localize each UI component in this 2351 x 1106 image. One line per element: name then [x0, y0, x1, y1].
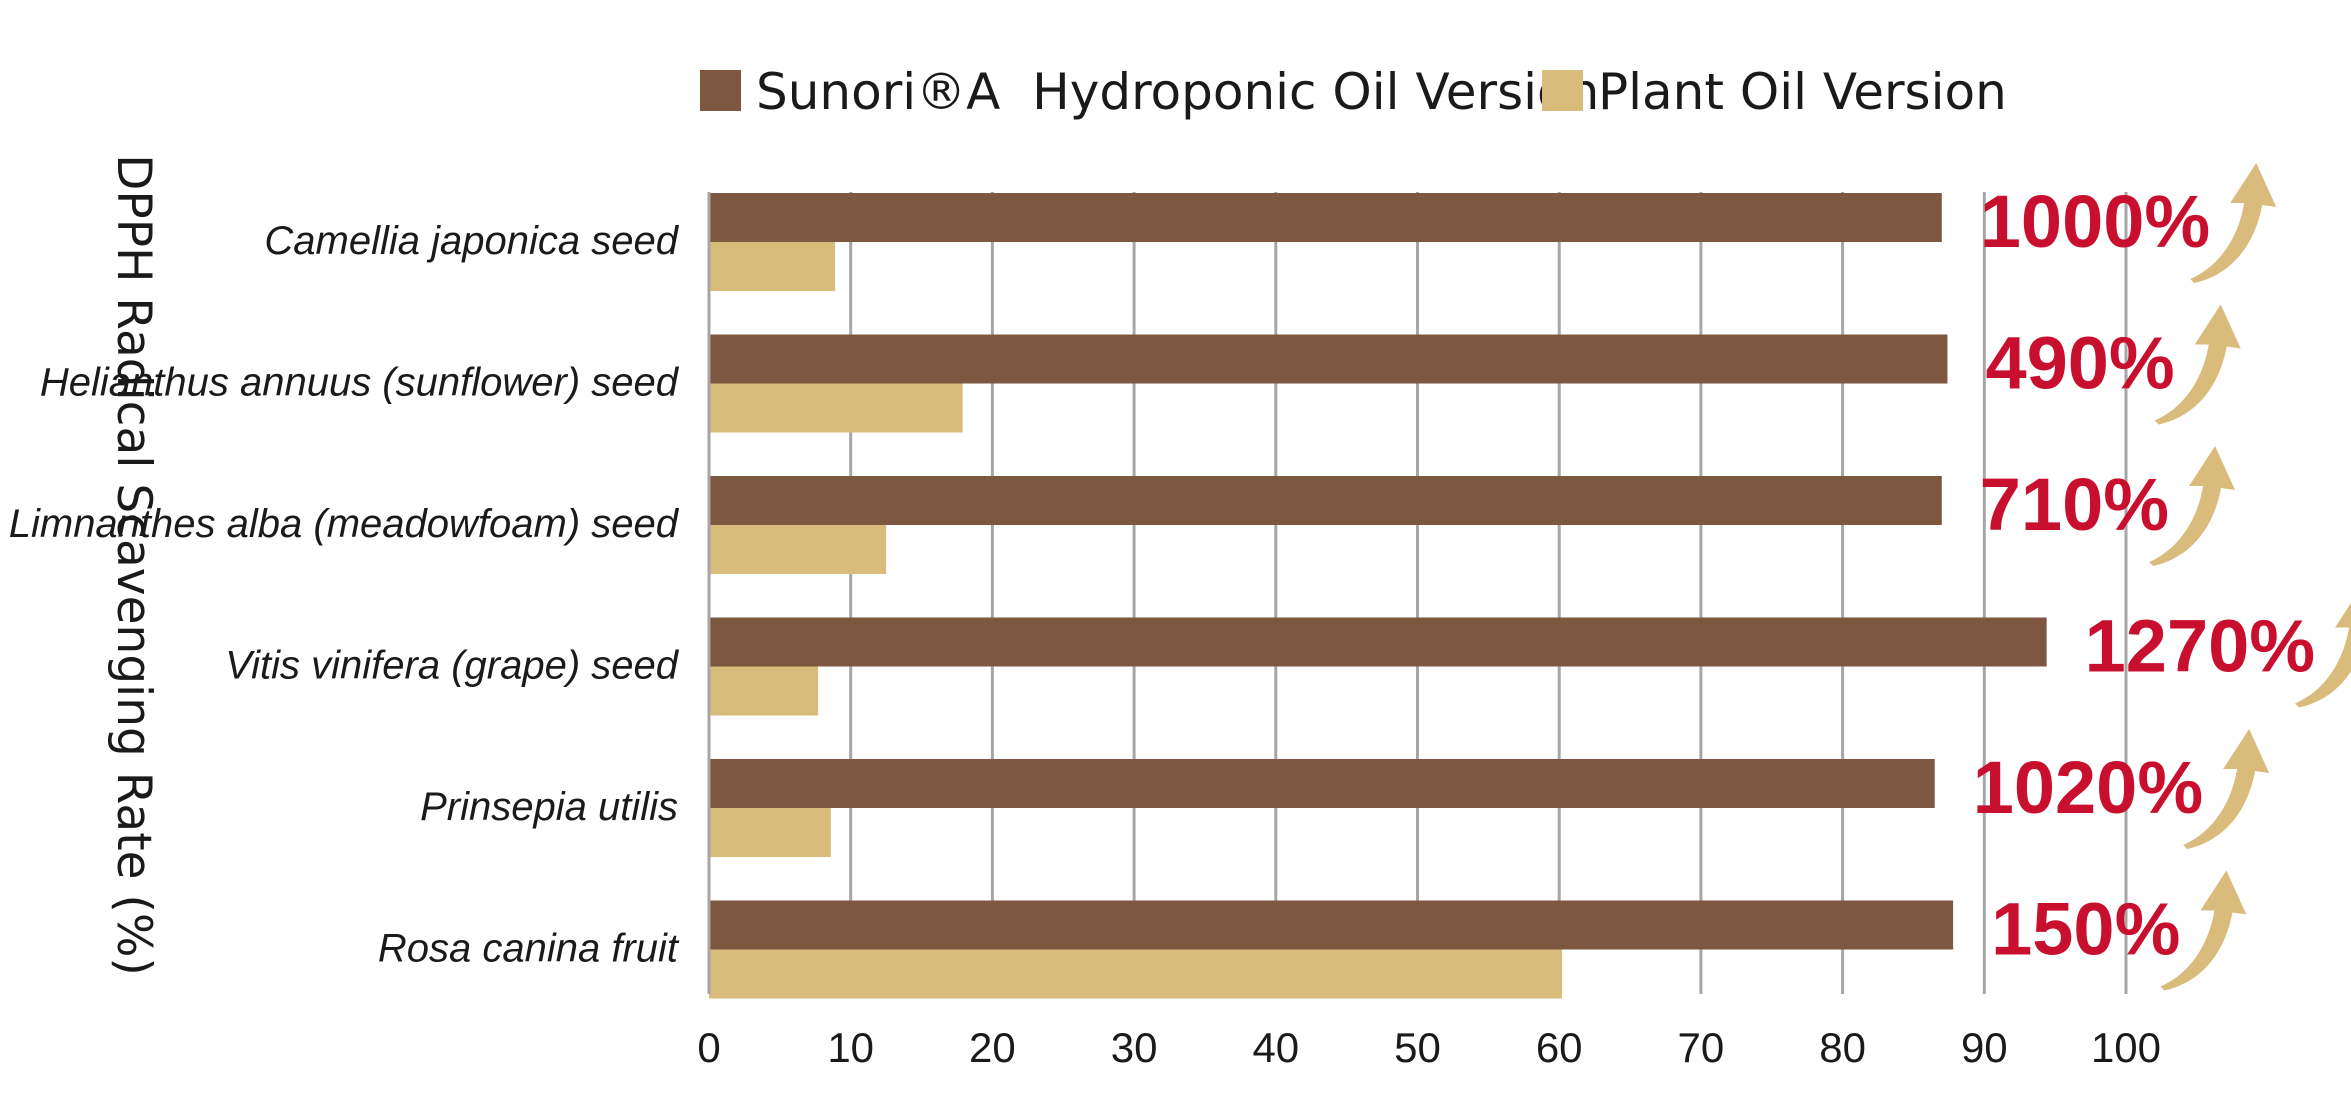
percentage-label: 1270%: [2085, 605, 2315, 688]
legend-label-plant: Plant Oil Version: [1598, 63, 2007, 121]
legend-swatch-plant: [1542, 70, 1583, 111]
x-tick-label: 10: [827, 1024, 874, 1071]
legend: Sunori®A Hydroponic Oil Version Plant Oi…: [700, 63, 2007, 121]
percentage-label: 490%: [1985, 322, 2174, 405]
bar-plant-oil: [709, 383, 963, 433]
x-tick-labels: 0 10 20 30 40 50 60 70 80 90 100: [697, 1024, 2161, 1071]
x-tick-label: 50: [1394, 1024, 1441, 1071]
percentage-label: 150%: [1991, 888, 2180, 971]
y-axis-title: DPPH Radical Scavenging Rate (%): [106, 154, 161, 976]
legend-label-hydroponic: Sunori®A Hydroponic Oil Version: [756, 63, 1599, 121]
category-label: Helianthus annuus (sunflower) seed: [40, 361, 680, 405]
curved-up-arrow-icon: [2154, 304, 2241, 425]
percentage-annotations: 1000% 490% 710% 1270% 1020% 150%: [1973, 163, 2351, 991]
x-tick-label: 20: [969, 1024, 1016, 1071]
percentage-label: 1000%: [1980, 180, 2210, 263]
category-label: Limnanthes alba (meadowfoam) seed: [9, 502, 680, 546]
category-labels: Camellia japonica seed Helianthus annuus …: [9, 219, 680, 971]
x-tick-label: 40: [1252, 1024, 1299, 1071]
category-label: Camellia japonica seed: [264, 219, 679, 263]
bar-plant-oil: [709, 525, 887, 574]
bar-hydroponic: [709, 476, 1942, 525]
category-label: Prinsepia utilis: [420, 785, 678, 829]
bar-hydroponic: [709, 617, 2047, 667]
bar-plant-oil: [709, 949, 1563, 999]
x-tick-label: 30: [1111, 1024, 1158, 1071]
bar-hydroponic: [709, 334, 1948, 384]
curved-up-arrow-icon: [2183, 729, 2270, 849]
x-tick-label: 90: [1961, 1024, 2008, 1071]
legend-swatch-hydroponic: [700, 70, 741, 111]
category-label: Vitis vinifera (grape) seed: [225, 644, 680, 688]
curved-up-arrow-icon: [2160, 870, 2247, 991]
x-tick-label: 80: [1819, 1024, 1866, 1071]
bar-plant-oil: [709, 666, 819, 716]
bar-plant-oil: [709, 242, 836, 291]
bar-hydroponic: [709, 193, 1942, 242]
x-tick-label: 0: [697, 1024, 720, 1071]
x-tick-label: 60: [1536, 1024, 1583, 1071]
percentage-label: 710%: [1980, 463, 2169, 546]
curved-up-arrow-icon: [2295, 602, 2351, 708]
bar-hydroponic: [709, 759, 1935, 808]
bar-plant-oil: [709, 808, 831, 857]
curved-up-arrow-icon: [2190, 163, 2277, 283]
percentage-label: 1020%: [1973, 746, 2203, 829]
x-tick-label: 70: [1678, 1024, 1725, 1071]
bars: [709, 193, 2047, 999]
category-label: Rosa canina fruit: [378, 927, 680, 971]
x-tick-label: 100: [2091, 1024, 2161, 1071]
curved-up-arrow-icon: [2149, 446, 2236, 566]
bar-hydroponic: [709, 900, 1954, 950]
gridlines: [849, 192, 2128, 994]
